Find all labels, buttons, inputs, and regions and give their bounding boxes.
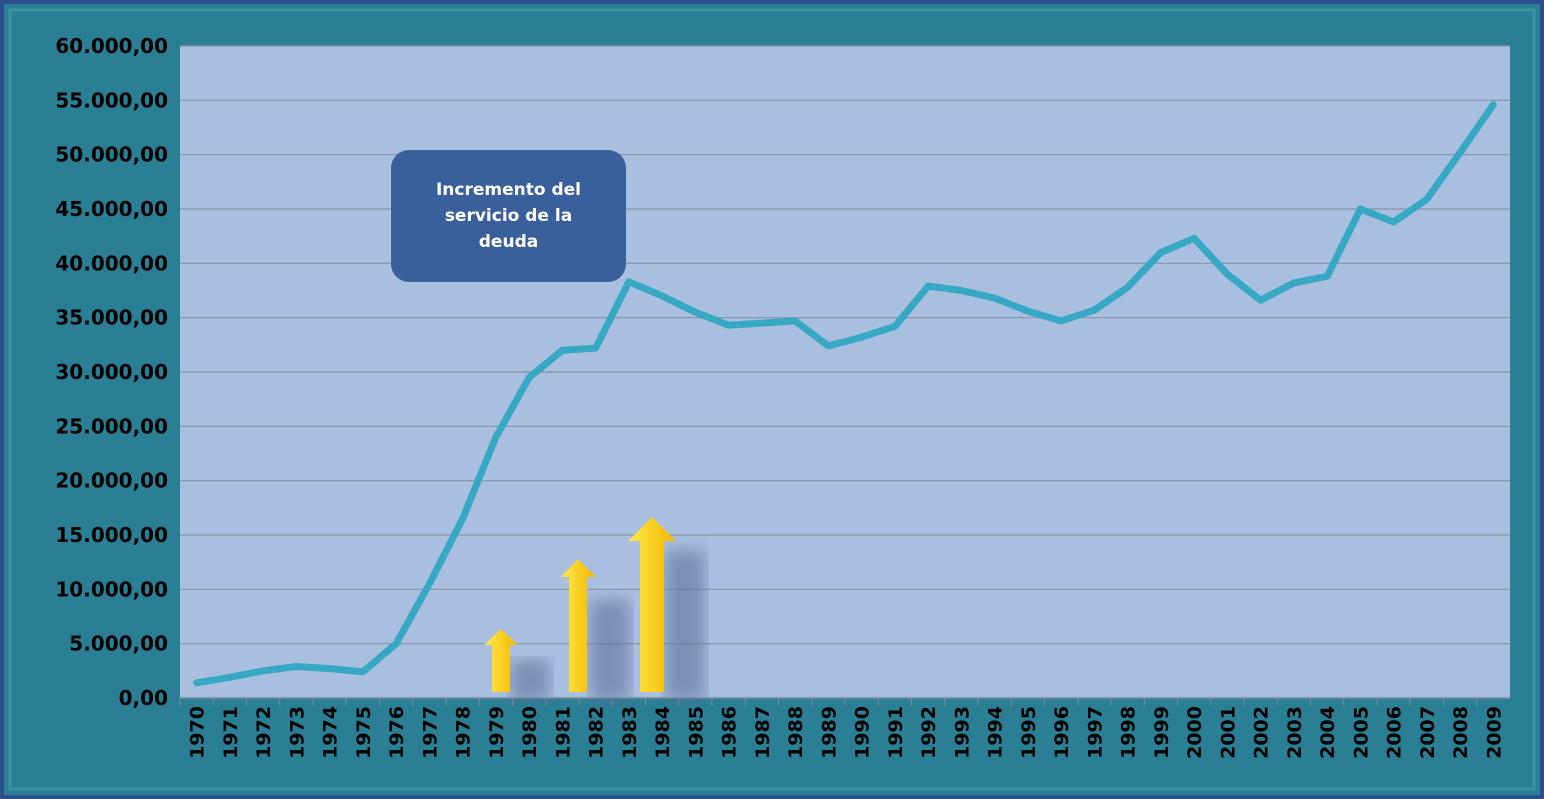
arrows: [484, 517, 705, 700]
x-tick-label: 1994: [985, 706, 1007, 759]
x-tick-label: 1976: [386, 706, 408, 759]
x-tick-label: 2003: [1284, 706, 1306, 759]
x-tick-label: 1992: [918, 706, 940, 759]
x-tick-label: 2001: [1217, 706, 1239, 759]
x-tick-label: 1987: [752, 706, 774, 759]
x-tick-label: 1984: [652, 706, 674, 759]
y-tick-label: 25.000,00: [55, 414, 168, 438]
x-tick-label: 1988: [785, 706, 807, 759]
x-tick-label: 2008: [1450, 706, 1472, 759]
y-tick-label: 30.000,00: [55, 360, 168, 384]
x-tick-label: 1970: [187, 706, 209, 759]
x-tick-label: 1999: [1151, 706, 1173, 759]
x-tick-label: 1991: [885, 706, 907, 759]
y-tick-label: 45.000,00: [55, 197, 168, 221]
x-tick-label: 1975: [353, 706, 375, 759]
x-tick-label: 1995: [1018, 706, 1040, 759]
y-tick-label: 15.000,00: [55, 523, 168, 547]
x-tick-label: 2007: [1417, 706, 1439, 759]
x-tick-label: 2006: [1384, 706, 1406, 759]
x-tick-label: 1982: [586, 706, 608, 759]
y-tick-label: 10.000,00: [55, 577, 168, 601]
x-tick-label: 1983: [619, 706, 641, 759]
x-tick-label: 1981: [552, 706, 574, 759]
x-tick-label: 1993: [951, 706, 973, 759]
y-tick-label: 55.000,00: [55, 88, 168, 112]
x-tick-label: 1977: [419, 706, 441, 759]
y-tick-label: 60.000,00: [55, 34, 168, 58]
annotation: Incremento del servicio de la deuda: [391, 150, 626, 282]
x-tick-label: 1974: [320, 706, 342, 759]
x-tick-label: 1986: [719, 706, 741, 759]
x-tick-label: 2000: [1184, 706, 1206, 759]
y-tick-label: 40.000,00: [55, 251, 168, 275]
x-tick-label: 1972: [253, 706, 275, 759]
x-tick-label: 1971: [220, 706, 242, 759]
x-tick-label: 2002: [1251, 706, 1273, 759]
x-tick-label: 2004: [1317, 706, 1339, 759]
line: [193, 101, 1497, 687]
x-tick-label: 1973: [286, 706, 308, 759]
y-tick-label: 5.000,00: [69, 632, 168, 656]
x-tick-label: 1996: [1051, 706, 1073, 759]
y-tick-label: 35.000,00: [55, 306, 168, 330]
x-tick-label: 1989: [818, 706, 840, 759]
x-tick-label: 1990: [852, 706, 874, 759]
y-tick-label: 0,00: [119, 686, 168, 710]
x-tick-label: 1997: [1084, 706, 1106, 759]
x-tick-label: 2005: [1350, 706, 1372, 759]
x-tick-label: 1998: [1118, 706, 1140, 759]
x-tick-label: 2009: [1483, 706, 1505, 759]
x-tick-label: 1979: [486, 706, 508, 759]
y-tick-label: 50.000,00: [55, 143, 168, 167]
x-tick-label: 1985: [685, 706, 707, 759]
x-tick-label: 1978: [453, 706, 475, 759]
inner-frame: [8, 8, 1536, 791]
y-tick-label: 20.000,00: [55, 469, 168, 493]
x-tick-label: 1980: [519, 706, 541, 759]
